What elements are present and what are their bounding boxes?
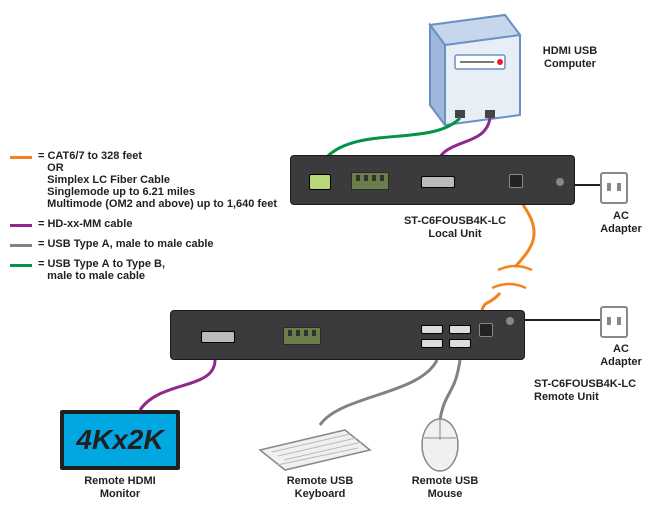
legend-row-1: = HD-xx-MM cable bbox=[10, 218, 290, 230]
local-lan-port bbox=[509, 174, 523, 188]
monitor-face-text: 4Kx2K bbox=[76, 424, 163, 456]
label-ac-2: ACAdapter bbox=[596, 343, 646, 368]
cable-usb-kbd bbox=[320, 360, 437, 425]
legend-row-3: = USB Type A to Type B, male to male cab… bbox=[10, 258, 290, 282]
label-monitor: Remote HDMIMonitor bbox=[70, 475, 170, 500]
remote-usb-port-1 bbox=[421, 325, 443, 334]
legend-swatch bbox=[10, 244, 32, 247]
local-hdmi-port bbox=[421, 176, 455, 188]
remote-hdmi-port bbox=[201, 331, 235, 343]
remote-monitor: 4Kx2K bbox=[60, 410, 180, 470]
mouse-shape bbox=[422, 419, 458, 471]
label-ac-1: ACAdapter bbox=[596, 210, 646, 235]
cable-cat6-bot bbox=[482, 293, 500, 310]
legend-swatch bbox=[10, 224, 32, 227]
legend-text: = HD-xx-MM cable bbox=[38, 218, 132, 230]
label-local-unit: ST-C6FOUSB4K-LCLocal Unit bbox=[385, 215, 525, 240]
remote-usb-port-3 bbox=[421, 339, 443, 348]
local-rj45-port bbox=[309, 174, 331, 190]
label-mouse: Remote USBMouse bbox=[400, 475, 490, 500]
remote-usb-port-2 bbox=[449, 325, 471, 334]
remote-usb-port-4 bbox=[449, 339, 471, 348]
local-unit bbox=[290, 155, 575, 205]
label-computer: HDMI USBComputer bbox=[530, 45, 610, 70]
cable-hdmi-2 bbox=[140, 360, 215, 410]
remote-terminal-block bbox=[283, 327, 321, 345]
keyboard-shape bbox=[260, 430, 370, 470]
computer-tower bbox=[430, 15, 520, 125]
ac-adapter-1 bbox=[600, 172, 628, 204]
label-keyboard: Remote USBKeyboard bbox=[270, 475, 370, 500]
ac-adapter-2 bbox=[600, 306, 628, 338]
remote-unit bbox=[170, 310, 525, 360]
remote-lan-port bbox=[479, 323, 493, 337]
legend-row-2: = USB Type A, male to male cable bbox=[10, 238, 290, 250]
local-terminal-block bbox=[351, 172, 389, 190]
legend-text: = USB Type A to Type B, male to male cab… bbox=[38, 258, 165, 282]
label-remote-unit: ST-C6FOUSB4K-LCRemote Unit bbox=[534, 378, 650, 403]
legend-text: = USB Type A, male to male cable bbox=[38, 238, 214, 250]
legend: = CAT6/7 to 328 feet OR Simplex LC Fiber… bbox=[10, 150, 290, 290]
local-dc-jack bbox=[556, 178, 564, 186]
legend-row-0: = CAT6/7 to 328 feet OR Simplex LC Fiber… bbox=[10, 150, 290, 210]
legend-text: = CAT6/7 to 328 feet OR Simplex LC Fiber… bbox=[38, 150, 277, 210]
remote-dc-jack bbox=[506, 317, 514, 325]
legend-swatch bbox=[10, 264, 32, 267]
legend-swatch bbox=[10, 156, 32, 159]
cable-usb-mouse bbox=[440, 360, 460, 420]
